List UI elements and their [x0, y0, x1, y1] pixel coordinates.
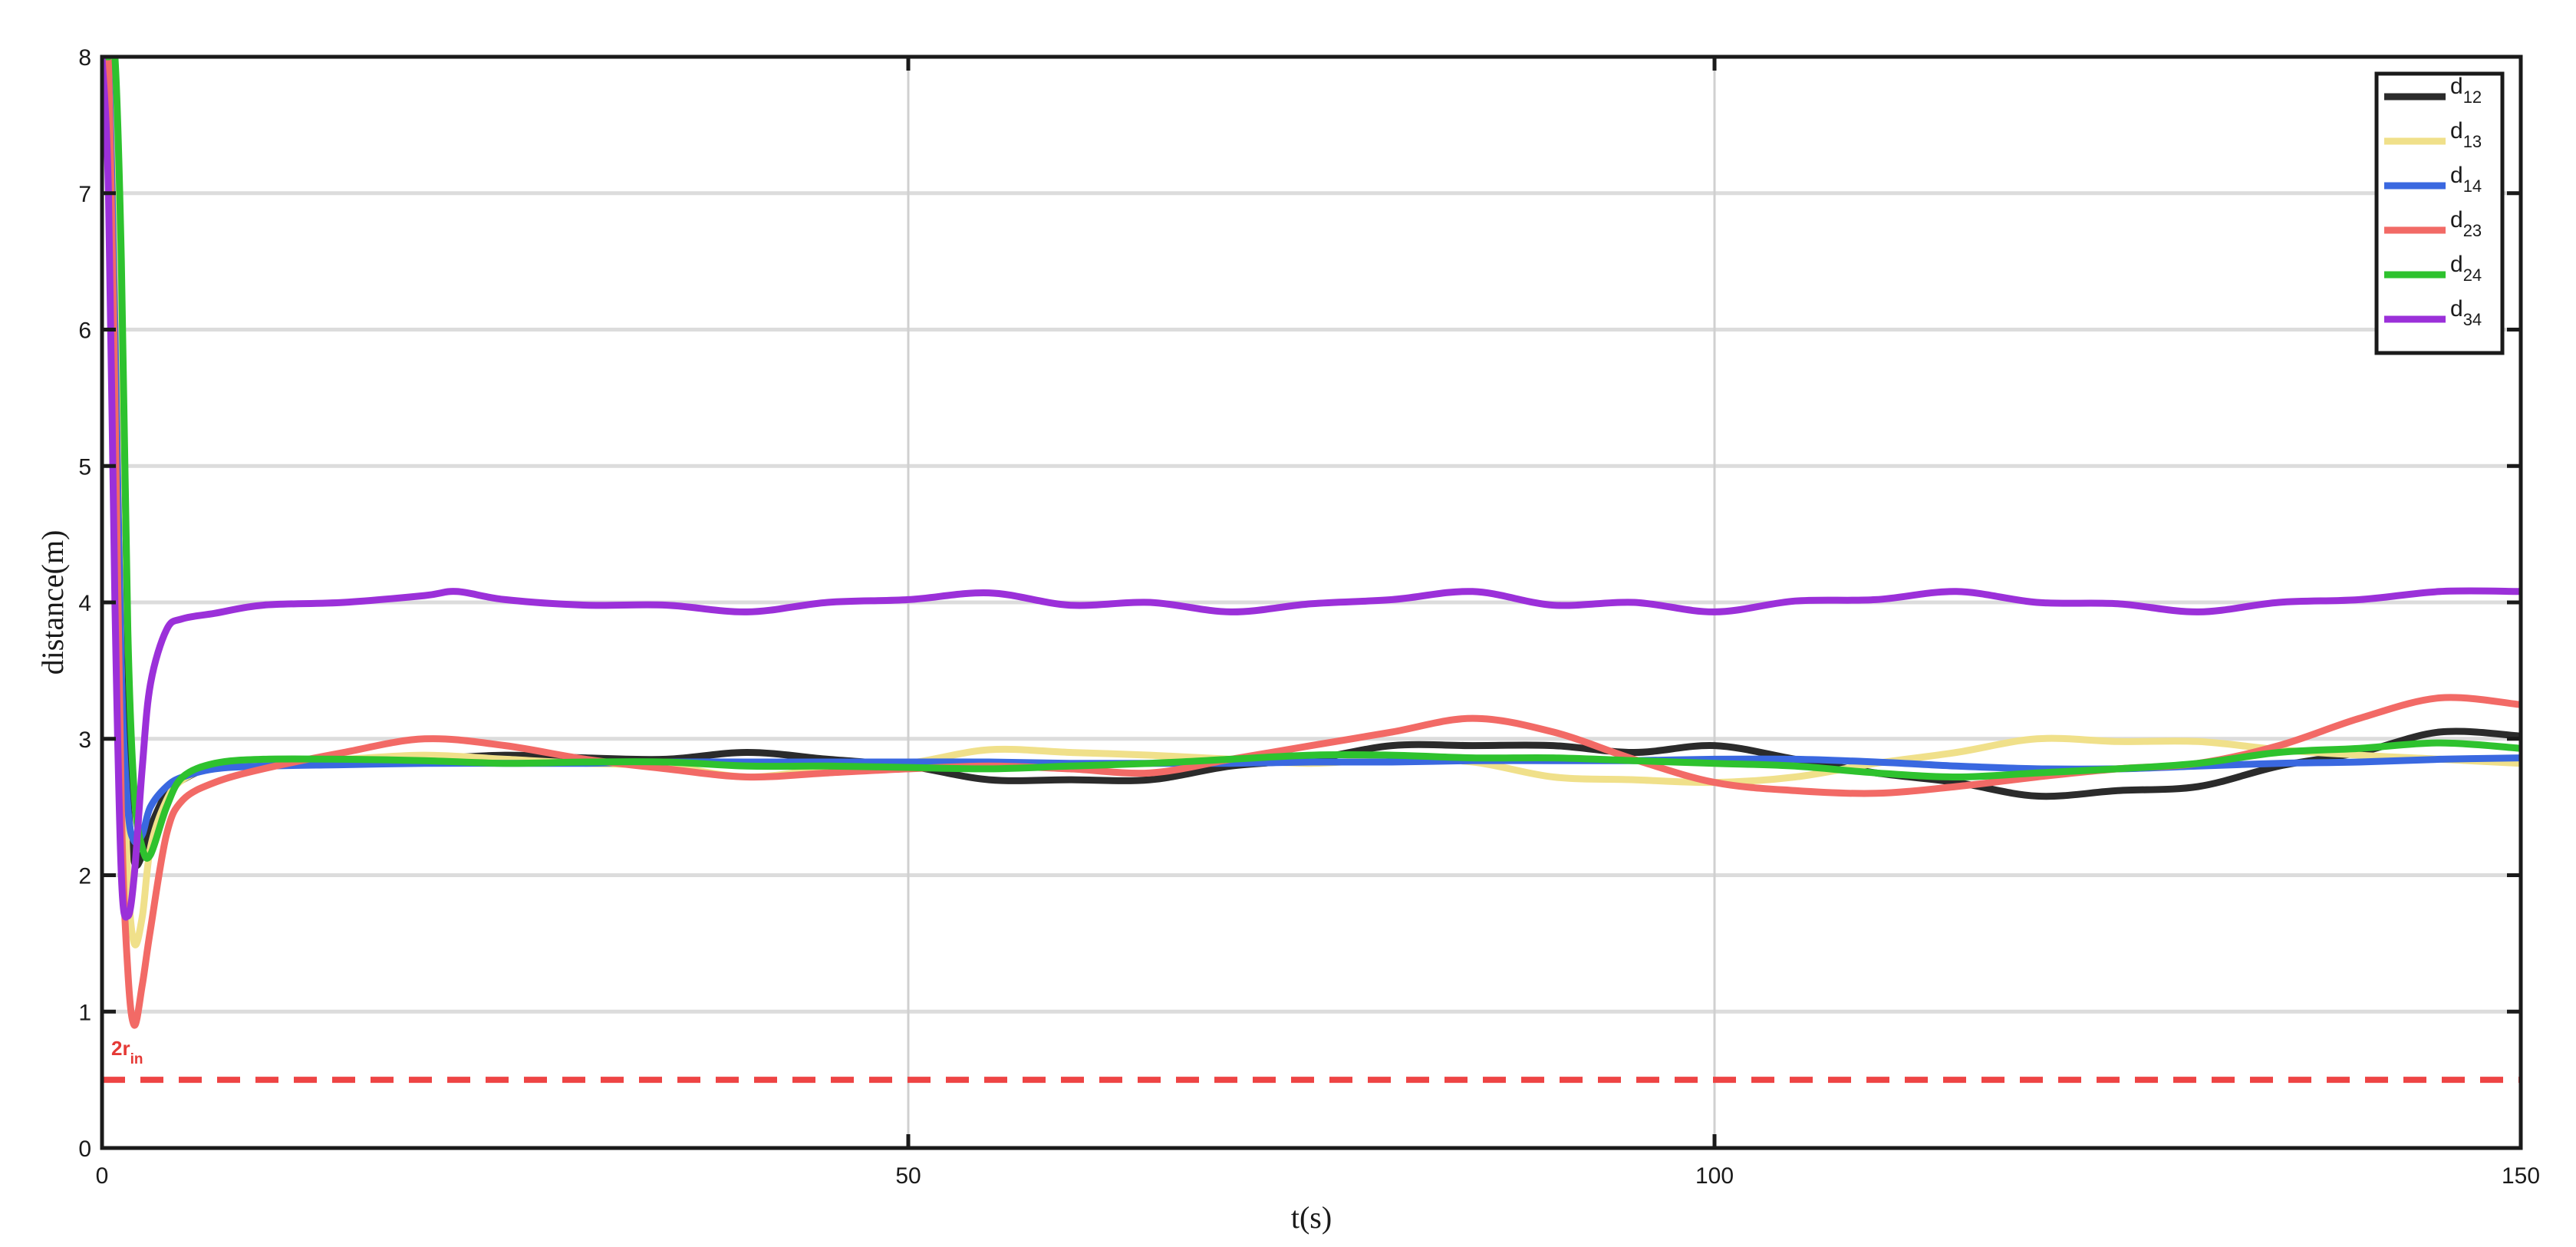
- y-axis-label: distance(m): [35, 530, 70, 675]
- legend-entry-d14: d14: [2450, 163, 2482, 196]
- legend-entry-d23: d23: [2450, 207, 2482, 240]
- y-tick-label: 5: [78, 454, 91, 480]
- y-tick-label: 3: [78, 727, 91, 753]
- y-tick-label: 8: [78, 45, 91, 71]
- series-line-d34: [102, 57, 2521, 921]
- legend: d12 d13 d14 d23 d24 d34: [2374, 71, 2505, 355]
- series-line-d14: [102, 57, 2521, 846]
- legend-entry-d34: d34: [2450, 296, 2482, 329]
- x-tick-label: 100: [1695, 1163, 1734, 1189]
- legend-box: [2374, 71, 2505, 355]
- series-line-d13: [102, 57, 2521, 948]
- legend-entry-d13: d13: [2450, 118, 2482, 151]
- y-tick-label: 7: [78, 182, 91, 207]
- y-tick-label: 1: [78, 1000, 91, 1025]
- legend-entry-d24: d24: [2450, 252, 2482, 285]
- x-tick-label: 0: [96, 1163, 109, 1189]
- x-axis-label: t(s): [1291, 1200, 1332, 1235]
- series-lines: [102, 57, 2521, 1029]
- reference-line-group: 2rin: [102, 1037, 2521, 1084]
- y-tick-label: 4: [78, 591, 91, 616]
- y-tick-label: 0: [78, 1136, 91, 1162]
- y-tick-label: 2: [78, 864, 91, 889]
- y-tick-label: 6: [78, 318, 91, 344]
- axis-ticks: 0 1 2 3 4 5 6 7 8 0 50 100 150: [78, 45, 2540, 1189]
- x-tick-label: 50: [895, 1163, 921, 1189]
- series-line-d24: [102, 57, 2521, 862]
- x-tick-label: 150: [2502, 1163, 2540, 1189]
- legend-entry-d12: d12: [2450, 74, 2482, 107]
- reference-line-label: 2rin: [111, 1037, 143, 1067]
